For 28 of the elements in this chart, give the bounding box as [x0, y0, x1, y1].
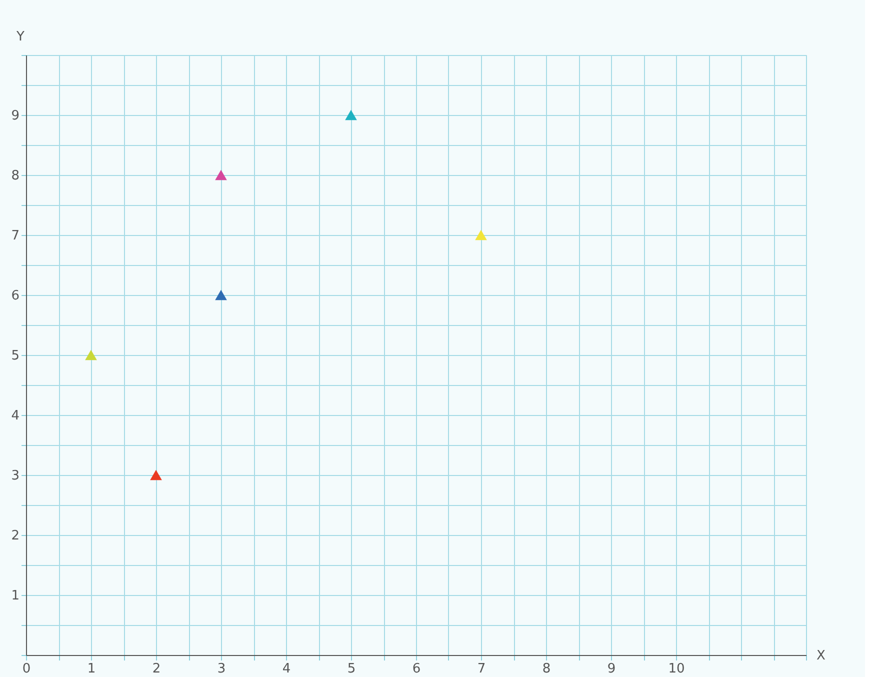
x-tick-label: 3: [217, 662, 226, 676]
y-axis-title: Y: [16, 30, 25, 44]
x-tick-label: 4: [282, 662, 291, 676]
y-tick-label: 6: [11, 288, 20, 304]
x-axis-title: X: [816, 648, 826, 664]
x-tick-label: 10: [668, 662, 685, 676]
x-tick-label: 8: [542, 662, 551, 676]
x-tick-label: 1: [87, 662, 96, 676]
point: [215, 290, 227, 300]
y-tick-label: 8: [11, 168, 20, 184]
point: [475, 230, 487, 240]
y-tick-label: 1: [11, 588, 20, 604]
x-tick-label: 2: [152, 662, 161, 676]
y-tick-label: 7: [11, 228, 20, 244]
point: [345, 110, 357, 120]
point: [150, 470, 162, 480]
y-tick-label: 4: [11, 408, 20, 424]
x-tick-label: 5: [347, 662, 356, 676]
point: [85, 350, 97, 360]
y-tick-label: 3: [11, 468, 20, 484]
x-tick-label: 9: [607, 662, 616, 676]
point: [215, 170, 227, 180]
x-tick-label: 7: [477, 662, 486, 676]
y-tick-label: 5: [11, 348, 20, 364]
y-tick-label: 9: [11, 108, 20, 124]
x-tick-label: 0: [22, 662, 31, 676]
y-tick-label: 2: [11, 528, 20, 544]
x-tick-label: 6: [412, 662, 421, 676]
